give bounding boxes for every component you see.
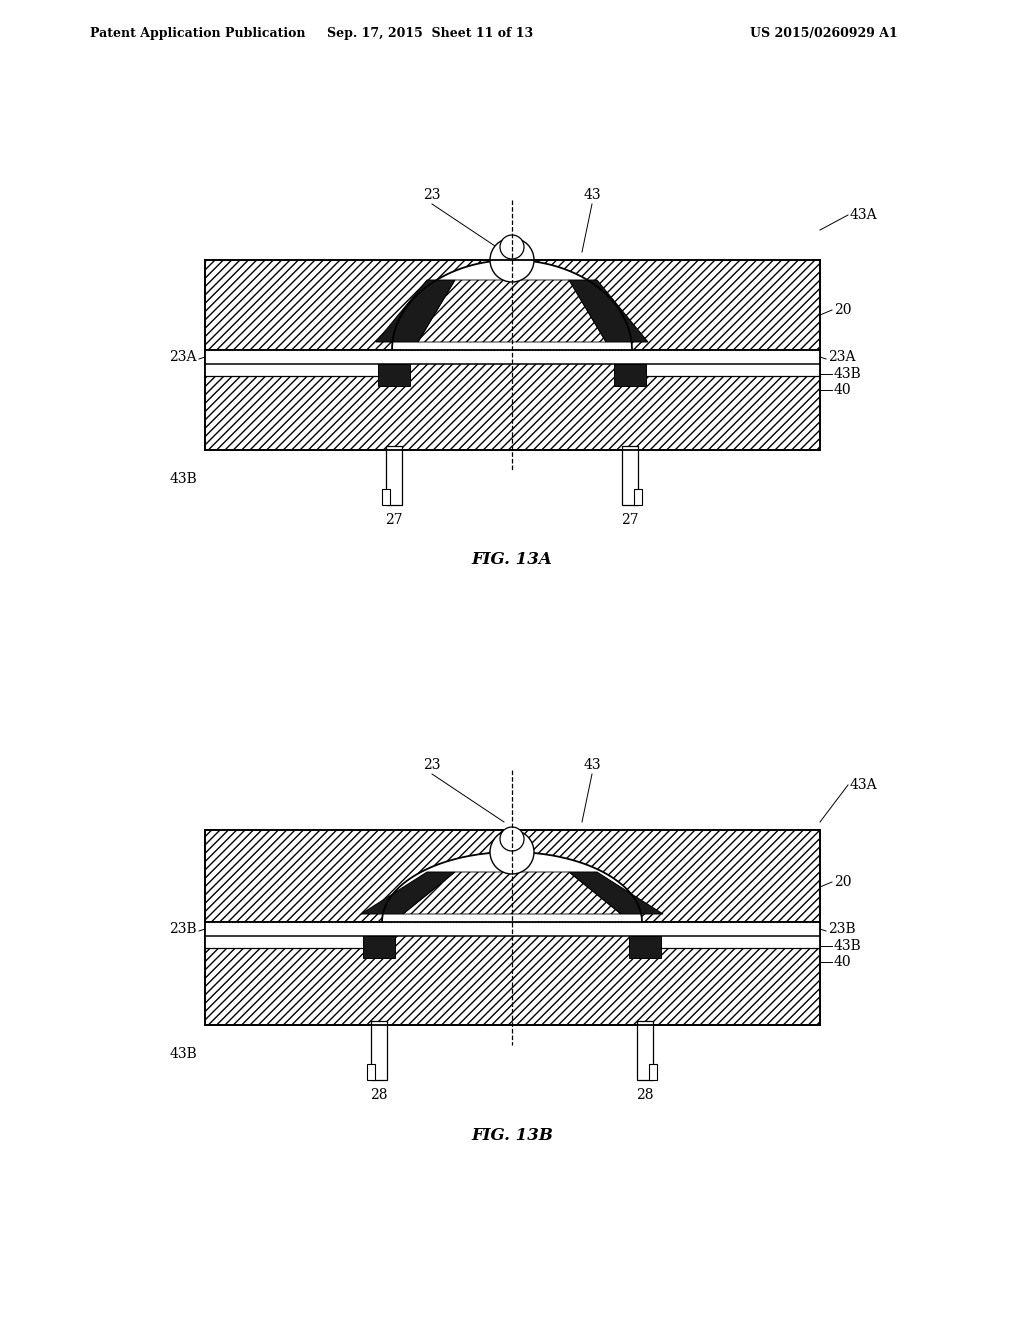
- Bar: [662, 936, 820, 948]
- Bar: [367, 1064, 375, 1080]
- Bar: [205, 350, 820, 450]
- Bar: [649, 1064, 657, 1080]
- Text: 43B: 43B: [834, 939, 862, 953]
- Text: Patent Application Publication: Patent Application Publication: [90, 26, 305, 40]
- Polygon shape: [382, 851, 642, 921]
- Text: 43A: 43A: [850, 209, 878, 222]
- Text: 23B: 23B: [828, 921, 856, 936]
- Bar: [646, 364, 820, 376]
- Polygon shape: [418, 280, 606, 342]
- Text: 23: 23: [423, 758, 440, 772]
- Bar: [634, 488, 642, 506]
- Bar: [205, 936, 362, 948]
- Text: FIG. 13B: FIG. 13B: [471, 1126, 553, 1143]
- Bar: [386, 446, 402, 506]
- Polygon shape: [392, 260, 632, 350]
- Bar: [371, 1020, 387, 1080]
- Bar: [614, 364, 646, 385]
- Bar: [205, 260, 820, 350]
- Bar: [205, 830, 820, 921]
- Bar: [205, 921, 820, 1026]
- Polygon shape: [569, 873, 663, 913]
- Bar: [637, 1020, 653, 1080]
- Text: 43A: 43A: [850, 777, 878, 792]
- Circle shape: [490, 830, 534, 874]
- Text: 23A: 23A: [170, 350, 197, 364]
- Text: 43: 43: [584, 758, 601, 772]
- Circle shape: [490, 238, 534, 282]
- Circle shape: [500, 235, 524, 259]
- Text: 27: 27: [385, 513, 402, 527]
- Bar: [629, 936, 662, 958]
- Text: Sep. 17, 2015  Sheet 11 of 13: Sep. 17, 2015 Sheet 11 of 13: [327, 26, 534, 40]
- Text: 28: 28: [371, 1088, 388, 1102]
- Text: 27: 27: [622, 513, 639, 527]
- Polygon shape: [403, 873, 621, 913]
- Text: 23B: 23B: [169, 921, 197, 936]
- Polygon shape: [376, 280, 455, 342]
- Bar: [622, 446, 638, 506]
- Bar: [362, 936, 395, 958]
- Bar: [205, 350, 820, 364]
- Polygon shape: [569, 280, 648, 342]
- Text: 40: 40: [834, 954, 852, 969]
- Text: 28: 28: [636, 1088, 653, 1102]
- Bar: [205, 921, 820, 936]
- Text: 43: 43: [584, 187, 601, 202]
- Text: 43B: 43B: [169, 1047, 197, 1061]
- Text: FIG. 13A: FIG. 13A: [472, 552, 552, 569]
- Polygon shape: [418, 280, 606, 342]
- Text: 20: 20: [834, 875, 852, 888]
- Text: 20: 20: [834, 304, 852, 317]
- Bar: [205, 364, 378, 376]
- Text: 40: 40: [834, 383, 852, 397]
- Polygon shape: [403, 873, 621, 913]
- Circle shape: [500, 828, 524, 851]
- Polygon shape: [361, 873, 455, 913]
- Bar: [382, 488, 390, 506]
- Text: 23: 23: [423, 187, 440, 202]
- Text: 43B: 43B: [169, 473, 197, 486]
- Text: 43B: 43B: [834, 367, 862, 381]
- Bar: [378, 364, 410, 385]
- Text: US 2015/0260929 A1: US 2015/0260929 A1: [750, 26, 898, 40]
- Text: 23A: 23A: [828, 350, 855, 364]
